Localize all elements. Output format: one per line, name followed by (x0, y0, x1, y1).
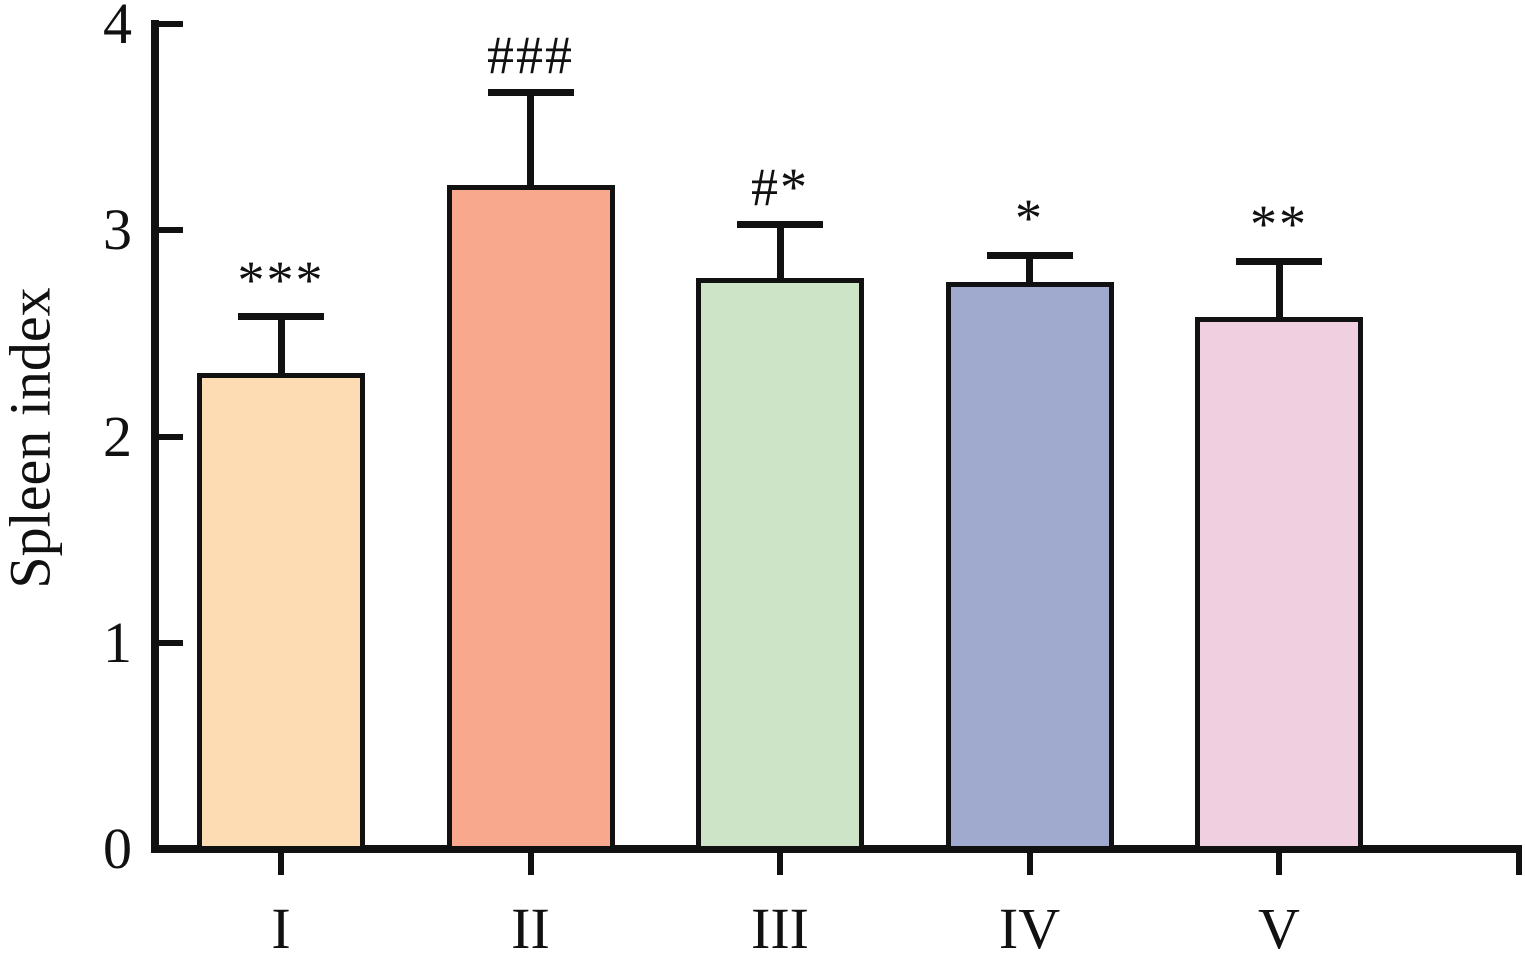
error-bar-cap-III (737, 220, 823, 228)
bar-II (446, 184, 615, 851)
error-bar-stem-III (776, 224, 784, 278)
significance-annotation-III: #* (751, 157, 809, 218)
x-axis-tick-III (777, 853, 783, 875)
y-axis-tick-label: 3 (103, 197, 132, 263)
significance-annotation-II: ### (487, 25, 574, 86)
x-axis-label-V: V (1258, 896, 1300, 961)
y-axis-tick (159, 433, 183, 440)
significance-annotation-V: ** (1250, 194, 1308, 255)
error-bar-stem-V (1275, 261, 1283, 317)
x-axis-tick-I (278, 853, 284, 875)
error-bar-cap-IV (986, 251, 1073, 259)
error-bar-cap-II (487, 88, 574, 96)
x-axis-label-III: III (751, 896, 809, 961)
significance-annotation-I: *** (237, 249, 325, 310)
error-bar-stem-IV (1026, 255, 1033, 282)
significance-annotation-IV: * (1015, 188, 1044, 248)
bar-V (1195, 316, 1363, 851)
y-axis-tick (159, 639, 183, 646)
y-axis-tick-label: 0 (103, 816, 132, 881)
bar-IV (945, 281, 1114, 851)
x-axis-tick-V (1276, 853, 1282, 875)
x-axis-end-tick (1516, 853, 1522, 875)
error-bar-cap-V (1236, 257, 1322, 265)
x-axis-tick-II (527, 853, 534, 875)
y-axis-line (151, 20, 159, 853)
y-axis-tick (159, 227, 183, 234)
y-axis-tick (159, 21, 183, 27)
y-axis-tick-label: 1 (103, 609, 132, 675)
error-bar-stem-I (277, 316, 285, 373)
bar-III (696, 277, 864, 851)
x-axis-label-I: I (271, 896, 291, 961)
y-axis-tick-label: 4 (103, 0, 132, 56)
error-bar-stem-II (527, 92, 534, 185)
x-axis-label-IV: IV (998, 896, 1061, 961)
y-axis-tick-label: 2 (103, 403, 132, 469)
x-axis-label-II: II (511, 896, 550, 961)
bar-I (197, 372, 365, 851)
x-axis-tick-IV (1026, 853, 1033, 875)
error-bar-cap-I (238, 313, 324, 321)
